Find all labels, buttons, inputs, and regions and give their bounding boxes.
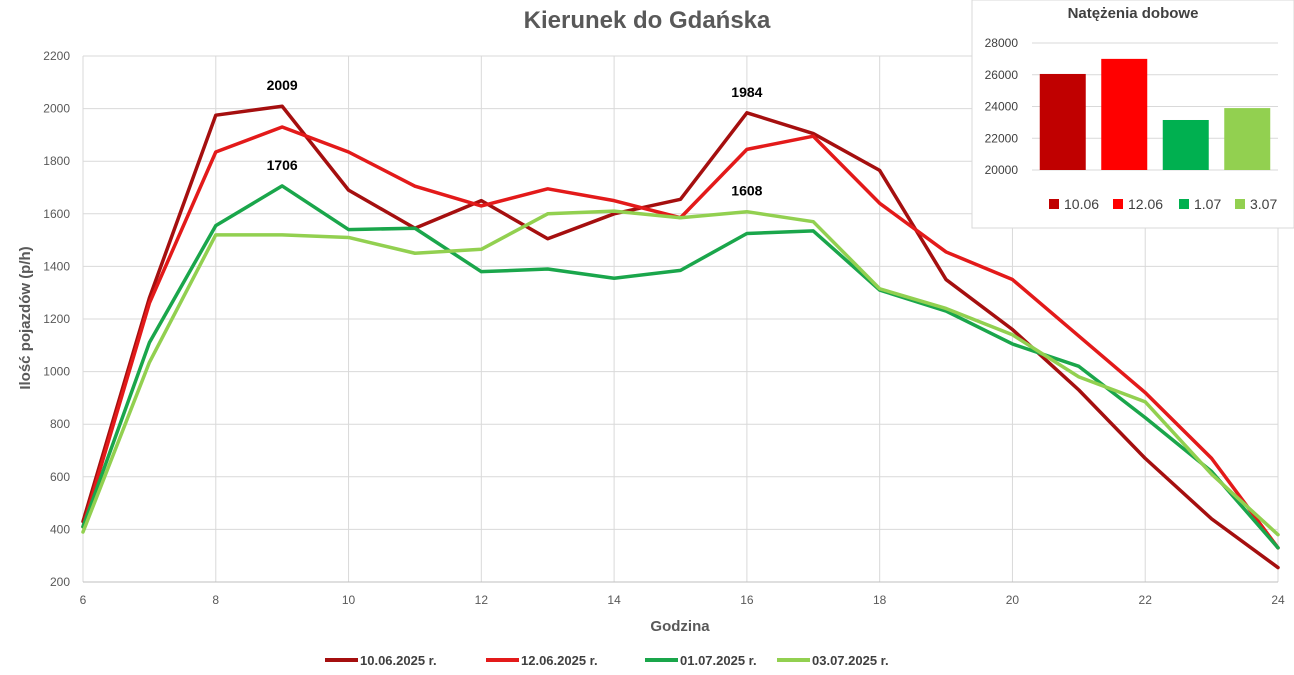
- y-tick-label: 800: [50, 417, 70, 431]
- x-tick-label: 8: [212, 593, 219, 607]
- inset-legend-swatch: [1113, 199, 1123, 209]
- y-tick-label: 400: [50, 522, 70, 536]
- y-tick-label: 1800: [43, 154, 70, 168]
- inset-legend-swatch: [1049, 199, 1059, 209]
- data-label: 1706: [267, 157, 298, 173]
- x-tick-label: 24: [1271, 593, 1285, 607]
- inset-bar: [1101, 58, 1148, 170]
- x-tick-label: 12: [475, 593, 489, 607]
- y-axis-label: Ilość pojazdów (p/h): [17, 246, 34, 389]
- legend-label: 10.06.2025 r.: [360, 653, 437, 668]
- y-tick-label: 1000: [43, 365, 70, 379]
- y-tick-label: 1200: [43, 312, 70, 326]
- y-tick-label: 200: [50, 575, 70, 589]
- data-label: 1608: [731, 183, 762, 199]
- x-tick-label: 22: [1139, 593, 1153, 607]
- inset-y-tick-label: 22000: [985, 131, 1019, 145]
- data-label: 2009: [267, 77, 298, 93]
- inset-bar-chart: Natężenia dobowe 20000 22000 24000 26000 280…: [971, 0, 1294, 229]
- legend-label: 03.07.2025 r.: [812, 653, 889, 668]
- line-chart-grid: 200 400 600 800 1000 1200 1400 1600 1800 2000 2200…: [43, 49, 1285, 607]
- line-chart-annotations: 2009 1706 1984 1608: [267, 77, 763, 198]
- y-tick-label: 2000: [43, 102, 70, 116]
- chart-title: Kierunek do Gdańska: [524, 7, 771, 34]
- x-tick-label: 6: [80, 593, 87, 607]
- inset-legend-label: 3.07: [1250, 196, 1277, 212]
- inset-y-tick-label: 26000: [985, 68, 1019, 82]
- line-chart-legend: 10.06.2025 r. 12.06.2025 r. 01.07.2025 r. 0…: [325, 653, 889, 668]
- x-tick-label: 14: [607, 593, 621, 607]
- y-tick-label: 600: [50, 470, 70, 484]
- x-tick-label: 18: [873, 593, 887, 607]
- inset-bar: [1224, 108, 1271, 170]
- line-chart-series: [81, 104, 1280, 570]
- series-line-4: [81, 209, 1280, 537]
- x-tick-label: 20: [1006, 593, 1020, 607]
- y-tick-label: 1600: [43, 207, 70, 221]
- inset-legend-label: 12.06: [1128, 196, 1163, 212]
- inset-bar: [1039, 73, 1086, 170]
- y-tick-label: 2200: [43, 49, 70, 63]
- inset-y-tick-label: 24000: [985, 100, 1019, 114]
- y-tick-label: 1400: [43, 259, 70, 273]
- inset-title: Natężenia dobowe: [1068, 5, 1199, 22]
- inset-legend-label: 10.06: [1064, 196, 1099, 212]
- series-line-1: [81, 104, 1280, 570]
- x-tick-label: 10: [342, 593, 356, 607]
- inset-legend-label: 1.07: [1194, 196, 1221, 212]
- inset-bars: [1039, 58, 1271, 170]
- inset-y-tick-label: 28000: [985, 36, 1019, 50]
- inset-grid: 20000 22000 24000 26000 28000: [985, 36, 1278, 177]
- inset-bar: [1162, 119, 1209, 170]
- x-tick-label: 16: [740, 593, 754, 607]
- legend-label: 01.07.2025 r.: [680, 653, 757, 668]
- inset-legend: 10.06 12.06 1.07 3.07: [1049, 196, 1277, 212]
- series-line-3: [81, 184, 1280, 550]
- legend-label: 12.06.2025 r.: [521, 653, 598, 668]
- data-label: 1984: [731, 84, 762, 100]
- x-axis-label: Godzina: [650, 618, 710, 635]
- inset-legend-swatch: [1179, 199, 1189, 209]
- inset-y-tick-label: 20000: [985, 163, 1019, 177]
- inset-legend-swatch: [1235, 199, 1245, 209]
